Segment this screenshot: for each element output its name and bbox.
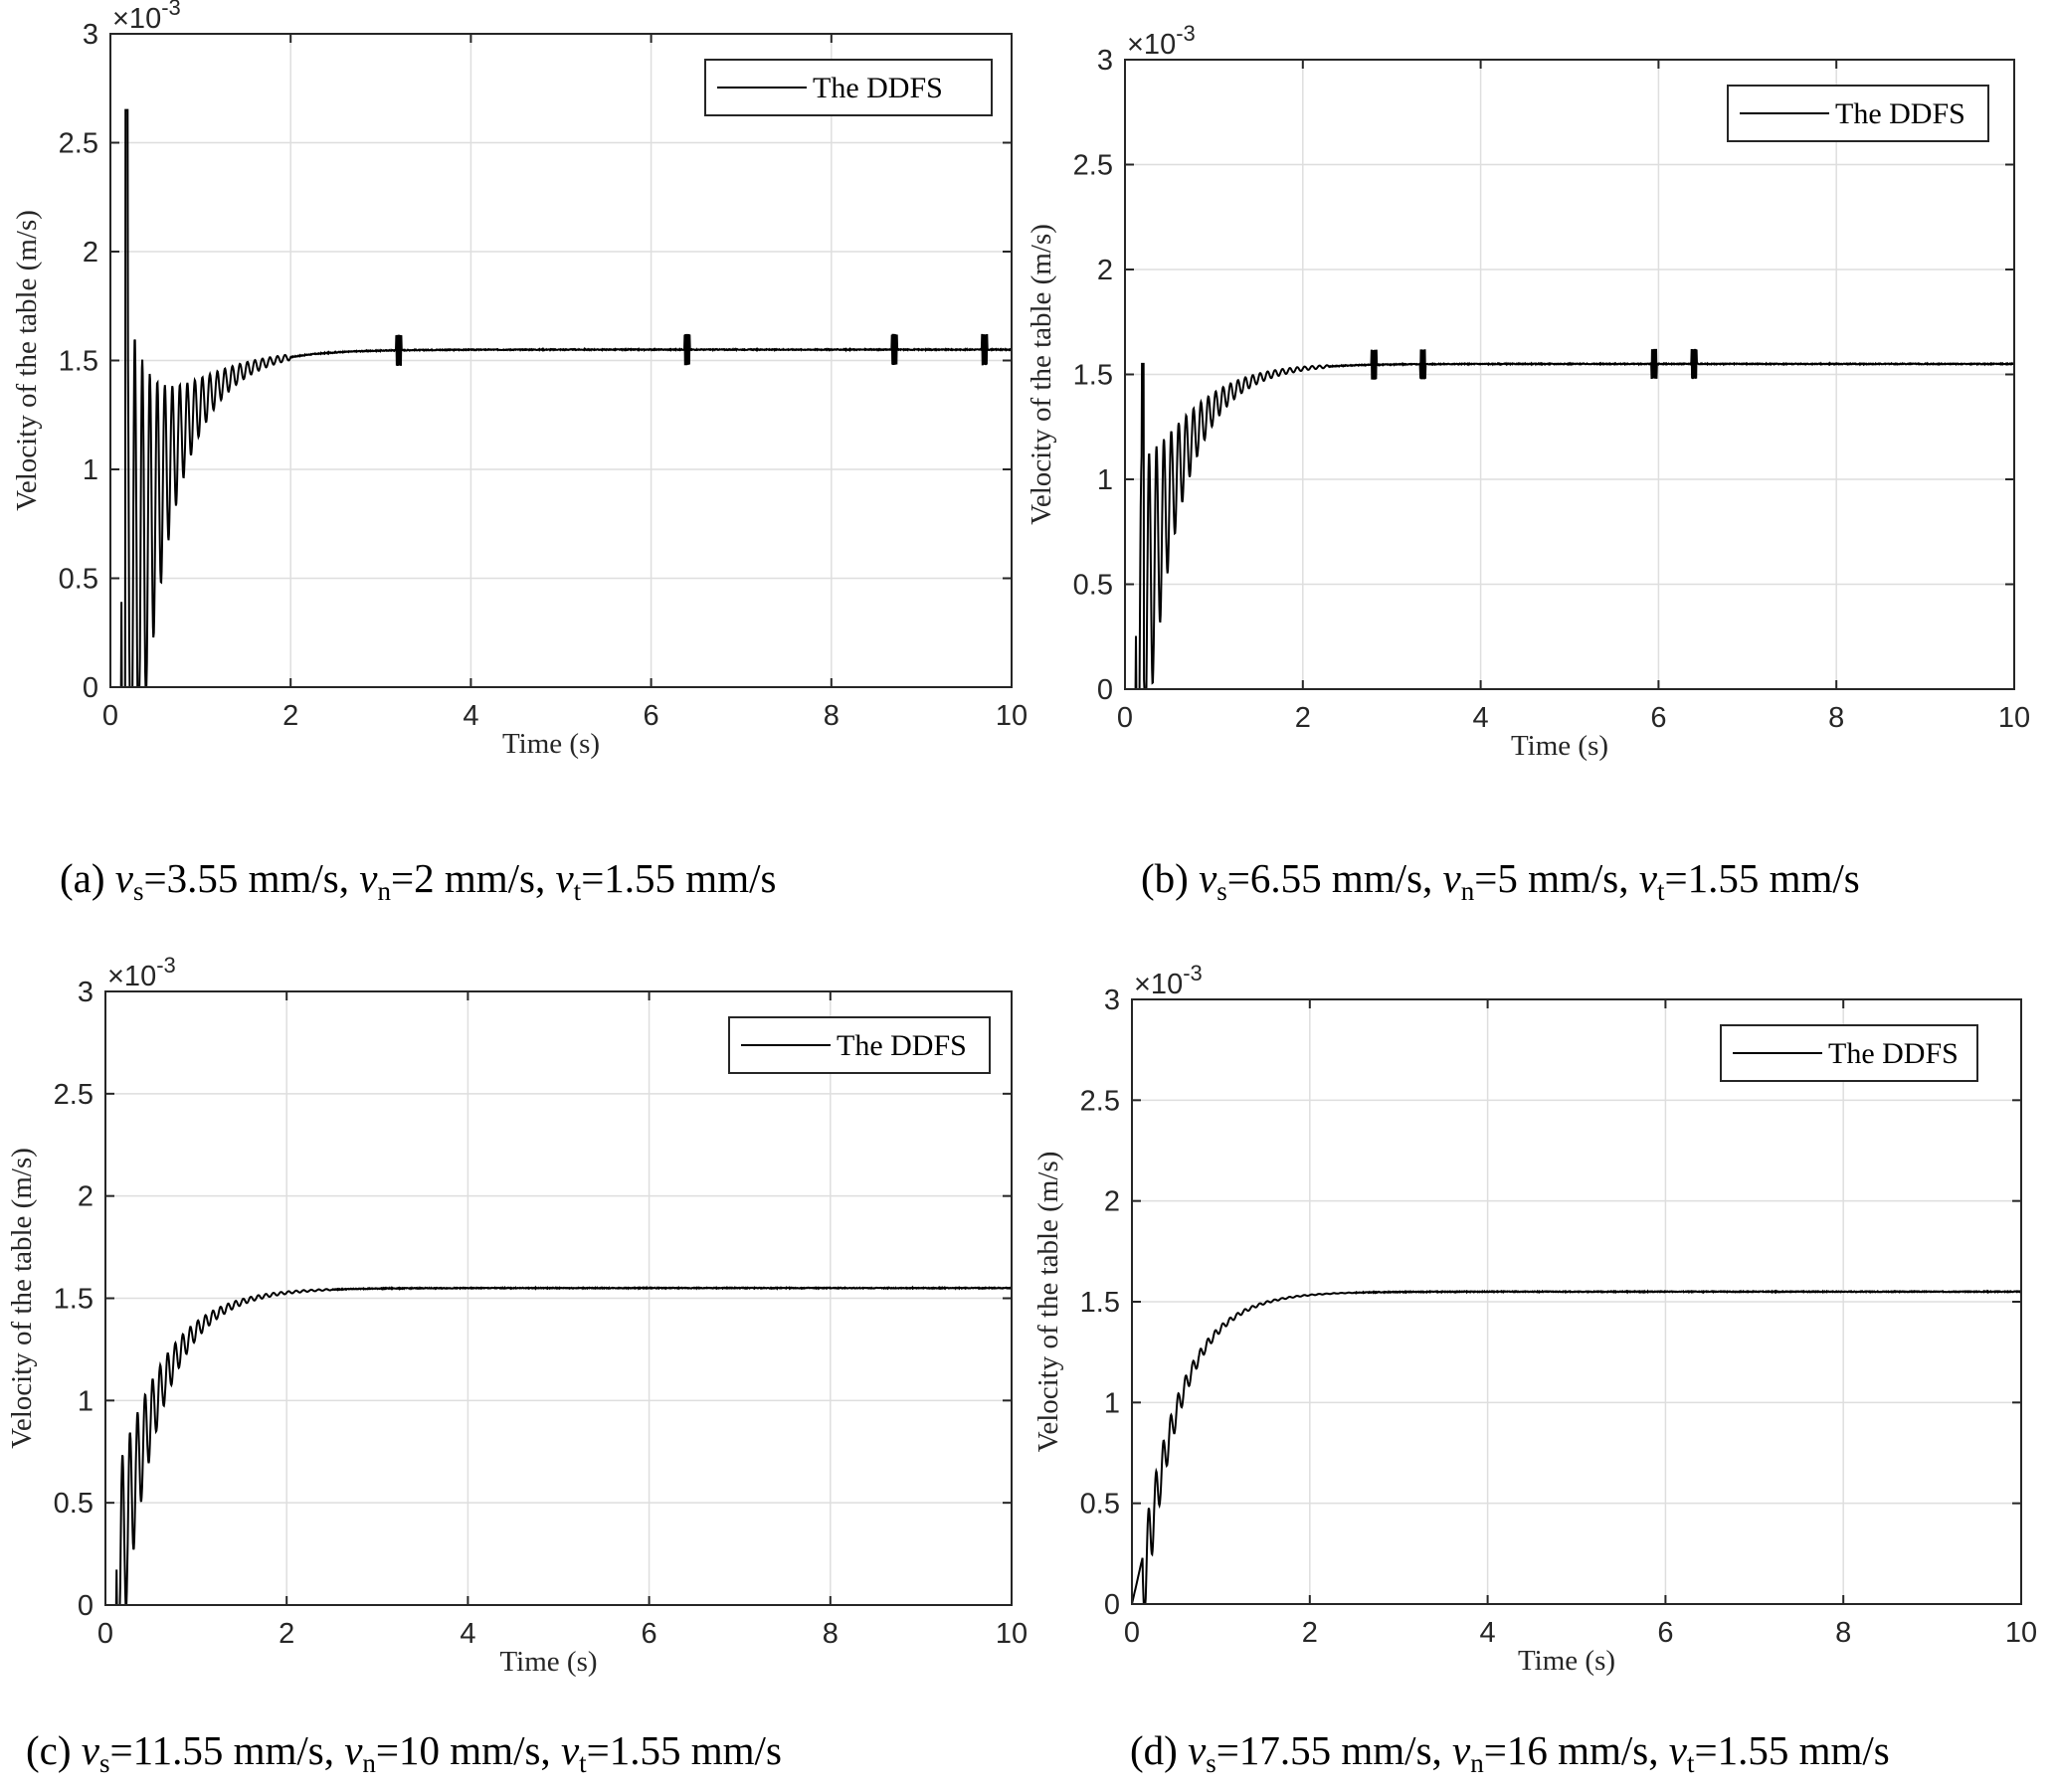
x-tick-label: 10 bbox=[2005, 1617, 2037, 1649]
y-tick-label: 2.5 bbox=[54, 1079, 93, 1111]
caption-d: (d) vs=17.55 mm/s, vn=16 mm/s, vt=1.55 m… bbox=[1130, 1727, 1890, 1778]
y-tick-label: 0 bbox=[83, 672, 98, 704]
axes-frame bbox=[104, 990, 1013, 1606]
y-tick-label: 1.5 bbox=[1080, 1287, 1120, 1319]
x-tick-label: 10 bbox=[1998, 702, 2030, 734]
y-tick-label: 1 bbox=[1097, 464, 1113, 496]
legend-label: The DDFS bbox=[813, 72, 943, 104]
legend: The DDFS bbox=[704, 59, 993, 116]
series-line-the-ddfs bbox=[105, 1285, 1013, 1606]
y-tick-label: 0 bbox=[1097, 674, 1113, 706]
y-tick-label: 2.5 bbox=[1080, 1085, 1120, 1117]
x-axis-label: Time (s) bbox=[1518, 1645, 1615, 1677]
y-tick-label: 0 bbox=[78, 1590, 93, 1622]
x-tick-label: 8 bbox=[824, 700, 840, 732]
chart-panel-c: 0 2 4 6 8 10 0 0.5 1 1.5 2 2.5 3 ×10-3 Time (s) Velocit… bbox=[6, 953, 1028, 1678]
chart-panel-b: 0 2 4 6 8 10 0 0.5 1 1.5 2 2.5 3 ×10-3 Time (s) Velocit… bbox=[1026, 21, 2030, 762]
y-axis-multiplier: ×10-3 bbox=[1134, 961, 1203, 1000]
x-tick-label: 8 bbox=[823, 1618, 839, 1650]
x-tick-label: 6 bbox=[642, 1618, 657, 1650]
y-tick-label: 0 bbox=[1104, 1589, 1120, 1621]
y-tick-label: 3 bbox=[83, 19, 98, 51]
y-tick-label: 2.5 bbox=[59, 128, 98, 160]
legend-box bbox=[1720, 1024, 1978, 1082]
y-tick-label: 1 bbox=[78, 1385, 93, 1417]
y-tick-label: 3 bbox=[78, 977, 93, 1008]
legend: The DDFS bbox=[1727, 85, 1989, 142]
caption-c: (c) vs=11.55 mm/s, vn=10 mm/s, vt=1.55 m… bbox=[26, 1727, 782, 1778]
y-tick-label: 0.5 bbox=[1073, 570, 1113, 602]
caption-a: (a) vs=3.55 mm/s, vn=2 mm/s, vt=1.55 mm/… bbox=[60, 855, 776, 906]
x-tick-label: 0 bbox=[1124, 1617, 1140, 1649]
y-tick-label: 2 bbox=[78, 1181, 93, 1213]
x-tick-label: 8 bbox=[1835, 1617, 1851, 1649]
y-tick-label: 0.5 bbox=[54, 1488, 93, 1520]
x-tick-label: 4 bbox=[460, 1618, 475, 1650]
x-tick-label: 10 bbox=[996, 700, 1028, 732]
legend-label: The DDFS bbox=[1835, 97, 1965, 130]
x-tick-label: 8 bbox=[1828, 702, 1844, 734]
x-tick-label: 6 bbox=[1657, 1617, 1673, 1649]
x-tick-label: 4 bbox=[463, 700, 478, 732]
y-axis-label: Velocity of the table (m/s) bbox=[1026, 224, 1057, 525]
axes-frame bbox=[1124, 59, 2015, 690]
y-axis-label: Velocity of the table (m/s) bbox=[6, 1148, 38, 1449]
x-tick-label: 4 bbox=[1480, 1617, 1496, 1649]
x-tick-label: 10 bbox=[996, 1618, 1028, 1650]
y-axis-multiplier: ×10-3 bbox=[112, 0, 181, 35]
y-tick-label: 0.5 bbox=[59, 564, 98, 596]
chart-panel-a: 0 2 4 6 8 10 0 0.5 1 1.5 2 2.5 3 ×10-3 Time (s) Velocit… bbox=[11, 0, 1028, 760]
x-tick-label: 0 bbox=[97, 1618, 113, 1650]
axes-frame bbox=[1131, 998, 2022, 1605]
y-axis-multiplier: ×10-3 bbox=[107, 953, 176, 992]
legend: The DDFS bbox=[728, 1016, 991, 1074]
y-axis-label: Velocity of the table (m/s) bbox=[11, 210, 43, 511]
caption-b: (b) vs=6.55 mm/s, vn=5 mm/s, vt=1.55 mm/… bbox=[1141, 855, 1860, 906]
y-tick-label: 1 bbox=[83, 454, 98, 486]
y-tick-label: 1.5 bbox=[54, 1284, 93, 1316]
y-tick-label: 1.5 bbox=[1073, 360, 1113, 392]
y-tick-label: 1.5 bbox=[59, 346, 98, 378]
axes-frame bbox=[109, 33, 1013, 688]
y-tick-label: 3 bbox=[1104, 985, 1120, 1016]
x-axis-label: Time (s) bbox=[1511, 730, 1608, 762]
chart-panel-d: 0 2 4 6 8 10 0 0.5 1 1.5 2 2.5 3 ×10-3 Time (s) Velocit… bbox=[1032, 961, 2037, 1677]
y-axis-multiplier: ×10-3 bbox=[1127, 21, 1196, 61]
y-tick-label: 1 bbox=[1104, 1387, 1120, 1419]
legend-label: The DDFS bbox=[1828, 1037, 1959, 1070]
series-line-the-ddfs bbox=[110, 108, 1013, 688]
y-tick-label: 2 bbox=[83, 237, 98, 269]
y-tick-label: 0.5 bbox=[1080, 1489, 1120, 1521]
x-tick-label: 6 bbox=[1650, 702, 1666, 734]
x-tick-label: 2 bbox=[282, 700, 298, 732]
series-line-the-ddfs bbox=[1125, 348, 2015, 690]
x-tick-label: 4 bbox=[1473, 702, 1489, 734]
x-tick-label: 0 bbox=[102, 700, 118, 732]
y-tick-label: 2 bbox=[1097, 255, 1113, 286]
x-axis-label: Time (s) bbox=[499, 1646, 597, 1678]
y-tick-label: 2.5 bbox=[1073, 150, 1113, 182]
x-axis-label: Time (s) bbox=[502, 728, 600, 760]
y-tick-label: 2 bbox=[1104, 1186, 1120, 1218]
x-tick-label: 0 bbox=[1117, 702, 1133, 734]
x-tick-label: 6 bbox=[644, 700, 659, 732]
series-line-the-ddfs bbox=[1131, 1289, 2021, 1605]
x-tick-label: 2 bbox=[1302, 1617, 1318, 1649]
x-tick-label: 2 bbox=[1295, 702, 1311, 734]
x-tick-label: 2 bbox=[279, 1618, 294, 1650]
y-tick-label: 3 bbox=[1097, 45, 1113, 77]
y-axis-label: Velocity of the table (m/s) bbox=[1032, 1152, 1064, 1453]
legend-label: The DDFS bbox=[837, 1029, 967, 1062]
legend: The DDFS bbox=[1720, 1024, 1978, 1082]
